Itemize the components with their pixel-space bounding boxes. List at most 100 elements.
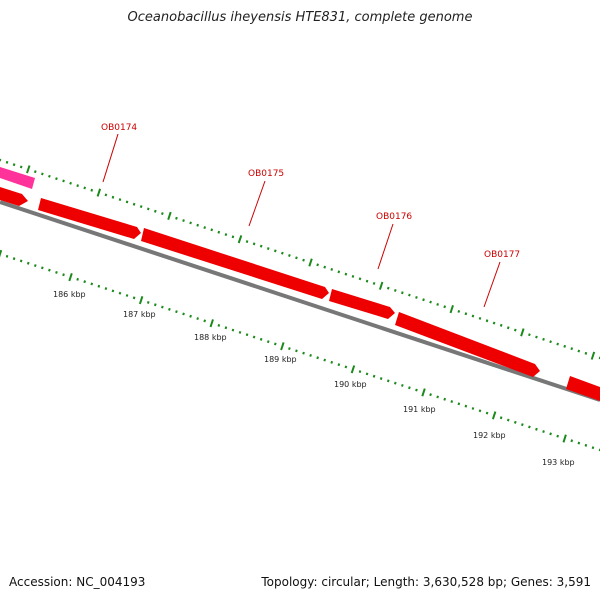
gene-arrow-ob0176[interactable] — [329, 289, 395, 319]
minor-tick — [365, 372, 369, 376]
minor-tick — [182, 312, 185, 316]
minor-tick — [344, 272, 348, 276]
minor-tick — [19, 165, 23, 169]
minor-tick — [41, 266, 44, 270]
minor-tick — [210, 228, 214, 232]
gene-callout-line — [483, 261, 501, 308]
major-tick — [520, 328, 525, 337]
genome-title: Oceanobacillus iheyensis HTE831, complet… — [127, 10, 473, 25]
minor-tick — [76, 277, 79, 281]
minor-tick — [485, 319, 489, 323]
minor-tick — [104, 287, 108, 291]
minor-tick — [358, 277, 362, 281]
major-tick — [138, 295, 144, 305]
gene-label-ob0175[interactable]: OB0175 — [248, 169, 284, 179]
major-tick — [562, 434, 567, 443]
minor-tick — [464, 312, 468, 316]
minor-tick — [457, 402, 461, 406]
minor-tick — [203, 319, 207, 323]
minor-tick — [76, 184, 79, 188]
gene-label-ob0174[interactable]: OB0174 — [101, 123, 137, 133]
minor-tick — [521, 423, 524, 427]
minor-tick — [189, 221, 192, 225]
gene-label-ob0177[interactable]: OB0177 — [484, 250, 520, 260]
minor-tick — [485, 411, 489, 415]
minor-tick — [189, 314, 192, 318]
scale-label: 189 kbp — [264, 355, 297, 364]
minor-tick — [386, 286, 390, 290]
minor-tick — [316, 356, 319, 360]
minor-tick — [330, 360, 334, 364]
minor-tick — [153, 209, 157, 213]
minor-tick — [506, 326, 510, 330]
minor-tick — [118, 291, 122, 295]
gene-arrow-ob0175[interactable] — [141, 228, 329, 299]
minor-tick — [224, 233, 228, 237]
minor-tick — [231, 328, 235, 332]
minor-tick — [231, 235, 235, 239]
minor-tick — [104, 193, 108, 197]
genome-summary: Topology: circular; Length: 3,630,528 bp… — [261, 575, 591, 589]
minor-tick — [365, 279, 369, 283]
minor-tick — [168, 307, 171, 311]
backbone — [0, 200, 600, 402]
minor-tick — [238, 330, 242, 334]
gene-arrow-ob0174[interactable] — [38, 198, 141, 239]
gene-arrow-right[interactable] — [566, 376, 600, 401]
gene-callout-line — [377, 223, 394, 270]
minor-tick — [471, 314, 475, 318]
minor-tick — [570, 439, 574, 443]
minor-tick — [401, 291, 404, 295]
scale-label: 192 kbp — [473, 431, 506, 440]
genes-layer — [0, 167, 600, 401]
minor-tick — [281, 251, 284, 255]
minor-tick — [252, 335, 256, 339]
minor-tick — [259, 244, 263, 248]
major-tick — [491, 411, 497, 420]
minor-tick — [252, 242, 256, 246]
minor-tick — [429, 393, 432, 397]
minor-tick — [471, 407, 475, 410]
minor-tick — [408, 386, 411, 390]
major-tick — [350, 365, 356, 374]
minor-tick — [316, 263, 319, 267]
minor-tick — [97, 284, 101, 288]
minor-tick — [436, 303, 439, 306]
minor-tick — [542, 430, 545, 433]
minor-tick — [323, 358, 327, 362]
minor-tick — [393, 288, 397, 292]
minor-tick — [146, 301, 150, 304]
minor-tick — [302, 258, 305, 262]
minor-tick — [478, 409, 482, 413]
minor-tick — [492, 321, 496, 325]
major-tick — [209, 319, 214, 328]
minor-tick — [245, 333, 249, 337]
minor-tick — [556, 342, 559, 346]
minor-tick — [132, 202, 136, 206]
minor-tick — [577, 349, 581, 353]
minor-tick — [577, 441, 581, 445]
gene-arrow-magenta[interactable] — [0, 167, 35, 189]
minor-tick — [175, 310, 178, 314]
minor-tick — [302, 351, 305, 355]
minor-tick — [5, 160, 9, 164]
minor-tick — [90, 188, 94, 192]
minor-tick — [408, 293, 411, 297]
minor-tick — [259, 337, 263, 341]
scale-label: 193 kbp — [542, 458, 575, 467]
minor-tick — [288, 347, 291, 351]
gene-arrow-left[interactable] — [0, 187, 28, 206]
gene-callout-line — [102, 133, 119, 183]
minor-tick — [429, 300, 432, 304]
minor-tick — [535, 335, 538, 339]
gene-label-ob0176[interactable]: OB0176 — [376, 212, 412, 222]
minor-tick — [146, 207, 150, 211]
minor-tick — [443, 305, 447, 309]
minor-tick — [506, 418, 510, 422]
gene-arrow-ob0177[interactable] — [395, 312, 540, 377]
minor-tick — [499, 416, 503, 420]
minor-tick — [266, 247, 270, 250]
minor-tick — [48, 174, 51, 178]
minor-tick — [69, 181, 72, 185]
